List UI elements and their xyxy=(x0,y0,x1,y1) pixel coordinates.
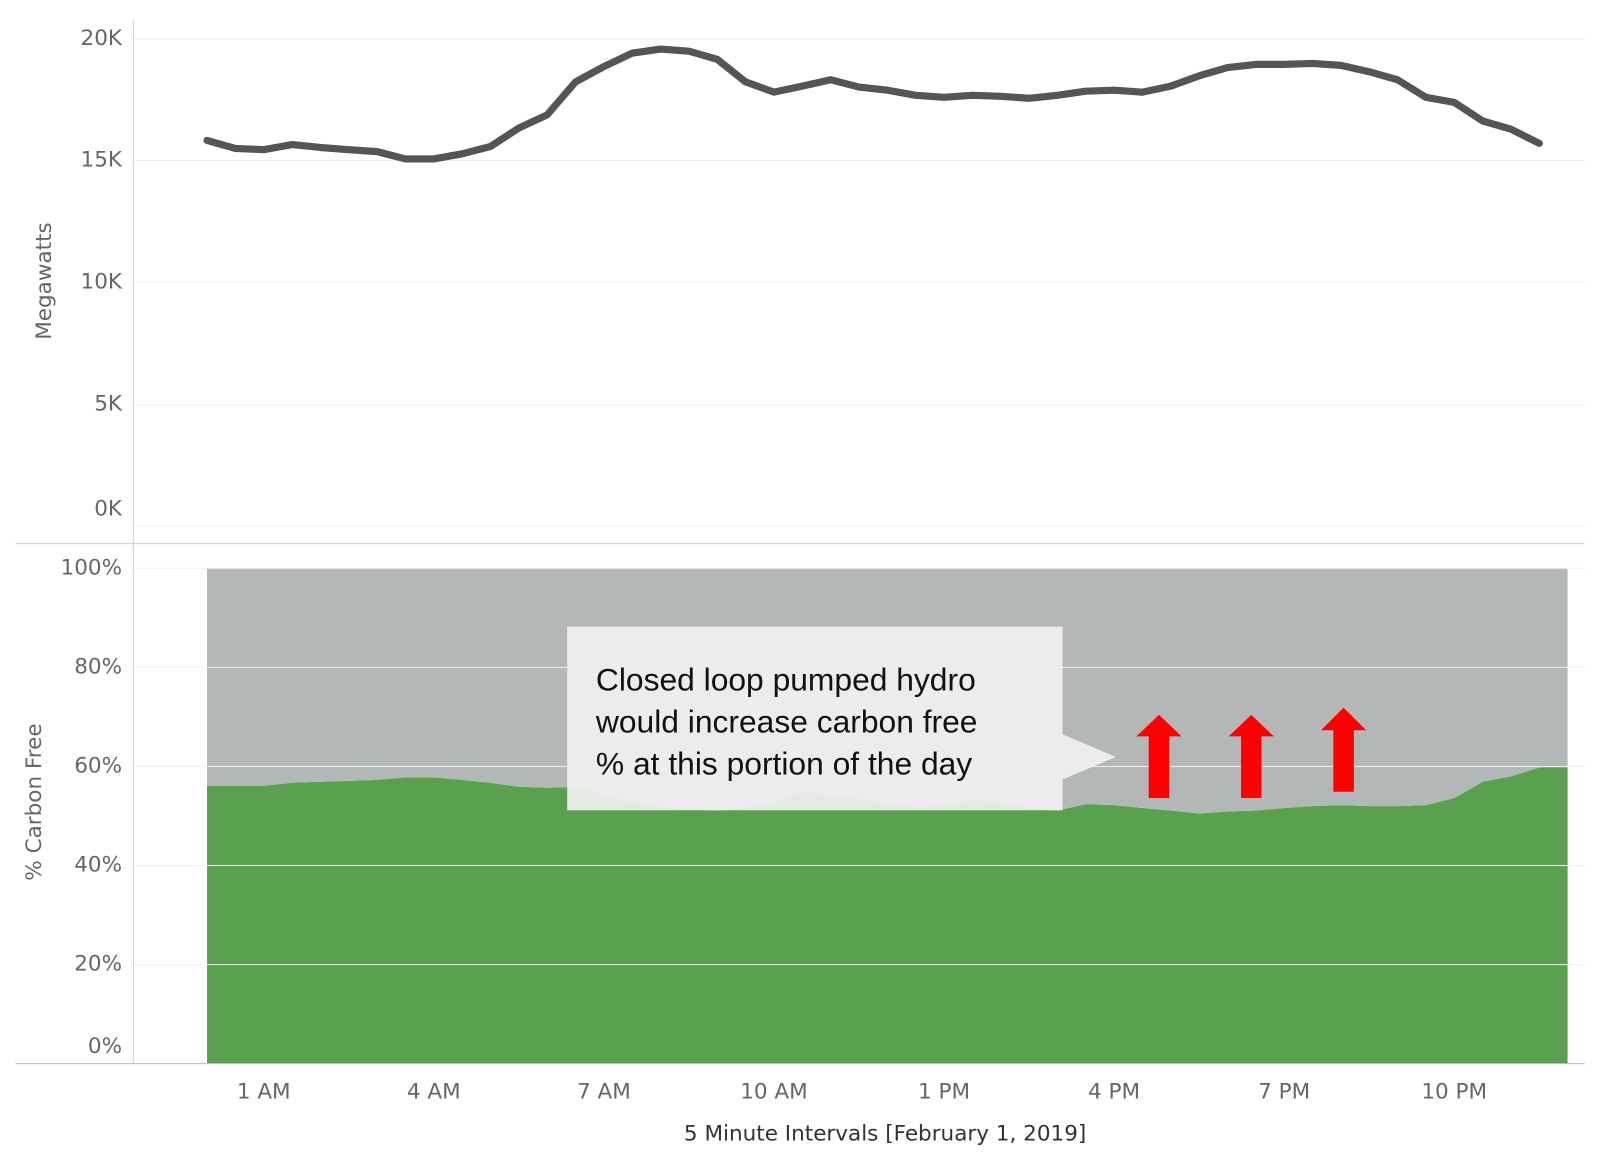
x-tick-label: 4 AM xyxy=(407,1079,461,1104)
y-tick-label: 60% xyxy=(74,753,122,778)
y-tick-label: 0% xyxy=(88,1034,122,1059)
x-tick-label: 7 PM xyxy=(1258,1079,1310,1104)
annotation-line: would increase carbon free xyxy=(595,703,978,739)
y-tick-label: 10K xyxy=(81,269,123,294)
x-tick-label: 10 PM xyxy=(1421,1079,1487,1104)
x-tick-label: 1 PM xyxy=(918,1079,970,1104)
arrow xyxy=(1321,707,1367,792)
x-axis-label: 5 Minute Intervals [February 1, 2019] xyxy=(684,1121,1086,1146)
y-tick-label: 80% xyxy=(74,654,122,679)
annotation-line: % at this portion of the day xyxy=(596,745,972,781)
arrows xyxy=(1136,707,1367,798)
x-tick-label: 4 PM xyxy=(1088,1079,1140,1104)
arrow xyxy=(1228,714,1274,798)
area xyxy=(207,767,1568,1064)
x-tick-label: 10 AM xyxy=(740,1079,808,1104)
y-axis-label: Megawatts xyxy=(32,222,57,340)
y-tick-label: 0K xyxy=(94,497,123,522)
y-tick-label: 100% xyxy=(61,555,123,580)
x-tick-label: 1 AM xyxy=(237,1079,291,1104)
y-tick-label: 20K xyxy=(81,26,123,51)
x-tick-label: 7 AM xyxy=(577,1079,631,1104)
line xyxy=(203,45,1543,163)
y-tick-label: 5K xyxy=(94,391,123,416)
y-tick-label: 20% xyxy=(74,952,122,977)
annotation: Closed loop pumped hydro would increase … xyxy=(567,626,1116,811)
arrow xyxy=(1136,714,1182,798)
y-tick-label: 15K xyxy=(81,148,123,173)
annotation-box xyxy=(567,626,1116,811)
y-tick-label: 40% xyxy=(74,853,122,878)
y-axis-label: % Carbon Free xyxy=(22,723,47,880)
marks: 0K 5K 10K 15K 20K 0% 20% 40% 60% 80% 100% 1 AM 4 AM 7… xyxy=(61,26,1543,1104)
annotation-line: Closed loop pumped hydro xyxy=(596,661,976,697)
